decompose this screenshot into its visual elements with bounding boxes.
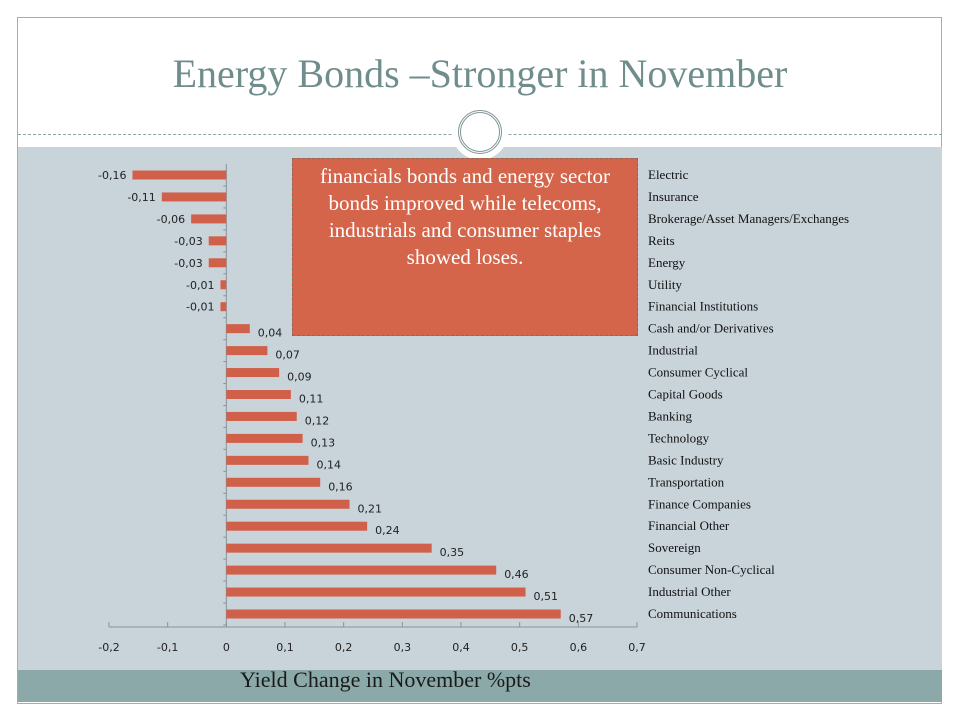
- category-label: Electric: [648, 167, 689, 182]
- bar: [208, 258, 227, 268]
- bar: [226, 477, 321, 487]
- x-tick-label: 0,3: [394, 641, 412, 654]
- data-label: 0,24: [375, 524, 400, 537]
- x-tick-label: 0,6: [570, 641, 588, 654]
- x-tick-label: 0,4: [452, 641, 470, 654]
- data-label: -0,16: [98, 169, 126, 182]
- category-label: Utility: [648, 277, 682, 292]
- data-label: -0,11: [127, 191, 155, 204]
- x-tick-label: 0,1: [276, 641, 294, 654]
- category-label: Industrial Other: [648, 584, 731, 599]
- data-label: 0,14: [316, 458, 341, 471]
- data-label: 0,04: [258, 327, 283, 340]
- data-label: 0,21: [358, 502, 383, 515]
- category-label: Technology: [648, 430, 710, 445]
- data-label: 0,16: [328, 480, 353, 493]
- bar: [226, 411, 297, 421]
- data-label: 0,46: [504, 568, 529, 581]
- data-label: 0,09: [287, 371, 312, 384]
- data-label: 0,07: [275, 349, 300, 362]
- x-tick-label: -0,2: [98, 641, 119, 654]
- bar: [226, 324, 250, 334]
- data-label: 0,11: [299, 393, 324, 406]
- category-label: Financial Institutions: [648, 299, 758, 314]
- data-label: -0,01: [186, 279, 214, 292]
- bar: [226, 390, 291, 399]
- category-label: Capital Goods: [648, 387, 723, 402]
- category-label: Transportation: [648, 474, 725, 489]
- bar: [226, 521, 368, 531]
- slide-title: Energy Bonds –Stronger in November: [172, 51, 788, 96]
- data-label: 0,57: [569, 612, 594, 625]
- category-label: Sovereign: [648, 540, 701, 555]
- bar: [226, 455, 309, 465]
- bar: [226, 609, 561, 619]
- category-label: Consumer Cyclical: [648, 365, 748, 380]
- data-label: 0,35: [440, 546, 465, 559]
- bar: [226, 346, 268, 356]
- data-label: 0,13: [311, 436, 336, 449]
- x-tick-label: -0,1: [157, 641, 178, 654]
- data-label: -0,03: [174, 235, 202, 248]
- data-label: -0,03: [174, 257, 202, 270]
- category-label: Industrial: [648, 343, 698, 358]
- x-tick-label: 0,2: [335, 641, 353, 654]
- bar: [226, 587, 526, 597]
- category-label: Banking: [648, 408, 693, 423]
- category-label: Financial Other: [648, 518, 730, 533]
- category-label: Insurance: [648, 189, 699, 204]
- bar: [220, 302, 227, 312]
- x-axis-label: Yield Change in November %pts: [240, 667, 531, 692]
- x-tick-label: 0: [223, 641, 230, 654]
- category-label: Consumer Non-Cyclical: [648, 562, 775, 577]
- bar: [226, 433, 303, 443]
- bar: [226, 368, 280, 378]
- bar: [226, 565, 497, 575]
- category-label: Finance Companies: [648, 496, 751, 511]
- x-tick-label: 0,7: [628, 641, 646, 654]
- divider-circle-icon: [458, 110, 502, 154]
- footer-band: [18, 670, 942, 702]
- bar: [161, 192, 227, 202]
- data-label: 0,12: [305, 414, 330, 427]
- bar: [191, 214, 227, 224]
- category-label: Basic Industry: [648, 452, 724, 467]
- bar: [226, 543, 432, 553]
- bar: [208, 236, 227, 246]
- data-label: 0,51: [534, 590, 559, 603]
- x-tick-label: 0,5: [511, 641, 529, 654]
- bar: [132, 170, 227, 180]
- category-label: Communications: [648, 606, 737, 621]
- category-label: Cash and/or Derivatives: [648, 321, 774, 336]
- bar: [220, 280, 227, 290]
- category-label: Reits: [648, 233, 675, 248]
- data-label: -0,01: [186, 301, 214, 314]
- category-label: Energy: [648, 255, 686, 270]
- category-label: Brokerage/Asset Managers/Exchanges: [648, 211, 849, 226]
- annotation-box: financials bonds and energy sector bonds…: [292, 158, 638, 336]
- data-label: -0,06: [157, 213, 185, 226]
- bar: [226, 499, 350, 509]
